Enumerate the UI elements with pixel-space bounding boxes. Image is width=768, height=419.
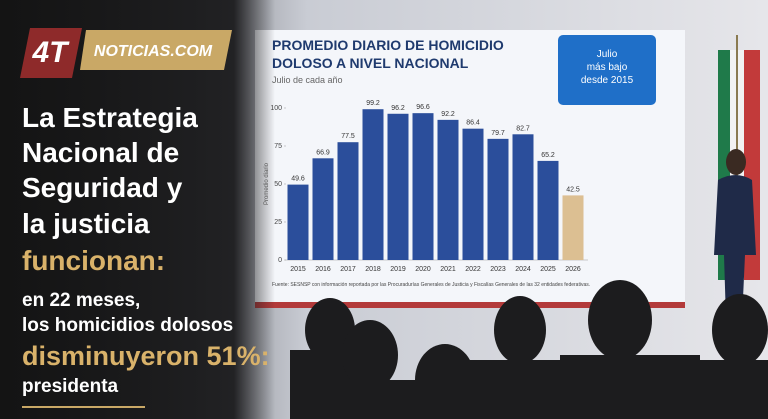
bar: [487, 138, 509, 260]
y-tick-label: 25: [274, 219, 282, 226]
value-label: 86.4: [466, 120, 480, 127]
x-tick-label: 2018: [365, 266, 381, 273]
bar: [287, 184, 309, 260]
y-tick-label: 100: [270, 105, 282, 112]
x-tick-label: 2026: [565, 266, 581, 273]
presenter-body: [714, 175, 756, 320]
y-tick-label: 0: [278, 257, 282, 264]
value-label: 79.7: [491, 130, 505, 137]
stage-strip: [255, 302, 685, 308]
value-label: 65.2: [541, 152, 555, 159]
headline-line: presidenta: [22, 376, 119, 397]
presenter-head: [726, 149, 746, 175]
value-label: 96.6: [416, 104, 430, 111]
x-tick-label: 2024: [515, 266, 531, 273]
badge-text: más bajo: [587, 62, 628, 73]
bar: [337, 142, 359, 260]
y-axis-label: Promedio diario: [264, 162, 270, 205]
x-tick-label: 2020: [415, 266, 431, 273]
y-tick-label: 50: [274, 181, 282, 188]
value-label: 99.2: [366, 100, 380, 107]
plot: 0 25 50 75 100 2015 49.6 2016 66.9 2017 77.5 2018 99…: [270, 100, 588, 273]
bar: [437, 119, 459, 260]
x-tick-label: 2019: [390, 266, 406, 273]
badge-text: Julio: [597, 49, 618, 60]
underline: [22, 406, 145, 408]
value-label: 42.5: [566, 186, 580, 193]
headline-line: la justicia: [22, 208, 150, 239]
headline-line: los homicidios dolosos: [22, 315, 233, 336]
x-tick-label: 2016: [315, 266, 331, 273]
badge-text: desde 2015: [581, 75, 634, 86]
value-label: 96.2: [391, 105, 405, 112]
bar: [462, 128, 484, 260]
logo-mark-bg: [20, 28, 82, 78]
bar: [387, 113, 409, 260]
bar: [537, 160, 559, 260]
chart-title: DOLOSO A NIVEL NACIONAL: [272, 55, 469, 71]
bar: [312, 158, 334, 260]
value-label: 49.6: [291, 176, 305, 183]
audience: [290, 280, 768, 419]
x-tick-label: 2015: [290, 266, 306, 273]
value-label: 82.7: [516, 125, 530, 132]
x-tick-label: 2023: [490, 266, 506, 273]
headline-highlight: disminuyeron 51%:: [22, 341, 270, 371]
bar: [562, 195, 584, 260]
logo-mark: 4T: [31, 36, 70, 69]
headline-line: La Estrategia: [22, 102, 198, 133]
logo-site-bg: [80, 30, 232, 70]
chart-subtitle: Julio de cada año: [272, 75, 343, 85]
headline-line: Seguridad y: [22, 172, 183, 203]
chart-title: PROMEDIO DIARIO DE HOMICIDIO: [272, 37, 504, 53]
x-tick-label: 2022: [465, 266, 481, 273]
x-tick-label: 2017: [340, 266, 356, 273]
x-tick-label: 2021: [440, 266, 456, 273]
y-tick-label: 75: [274, 143, 282, 150]
badge: [558, 35, 656, 105]
value-label: 77.5: [341, 133, 355, 140]
bar: [412, 113, 434, 260]
value-label: 92.2: [441, 111, 455, 118]
bar: [362, 109, 384, 260]
headline-highlight: funcionan:: [22, 245, 165, 276]
logo-site: NOTICIAS.COM: [94, 43, 213, 60]
headline-line: Nacional de: [22, 137, 179, 168]
source: Fuente: SESNSP con información reportada…: [272, 282, 590, 288]
x-tick-label: 2025: [540, 266, 556, 273]
bar: [512, 134, 534, 260]
value-label: 66.9: [316, 149, 330, 156]
headline-line: en 22 meses,: [22, 290, 140, 311]
